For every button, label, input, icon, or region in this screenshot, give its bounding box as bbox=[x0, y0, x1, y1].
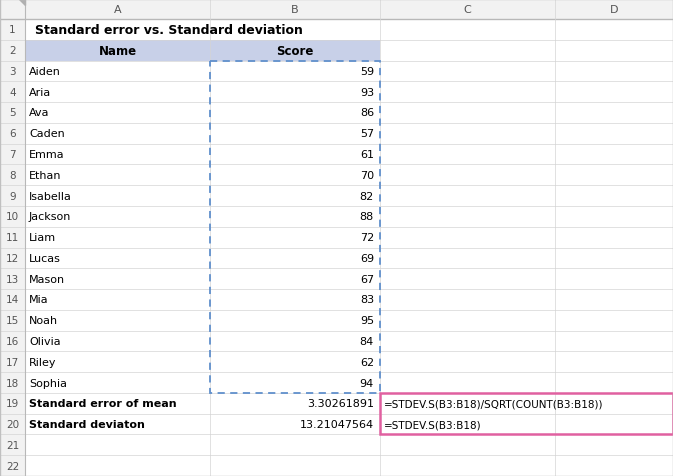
Text: 16: 16 bbox=[6, 336, 19, 346]
Text: 59: 59 bbox=[360, 67, 374, 77]
Text: D: D bbox=[610, 5, 618, 15]
Text: Standard deviaton: Standard deviaton bbox=[29, 419, 145, 429]
Bar bbox=[0, 289, 25, 310]
Text: 12: 12 bbox=[6, 253, 19, 263]
Bar bbox=[25, 0, 210, 20]
Text: 88: 88 bbox=[360, 212, 374, 222]
Bar bbox=[210, 61, 380, 393]
Text: 95: 95 bbox=[360, 316, 374, 326]
Text: 94: 94 bbox=[360, 378, 374, 388]
Text: 83: 83 bbox=[360, 295, 374, 305]
Bar bbox=[0, 103, 25, 124]
Text: 82: 82 bbox=[360, 191, 374, 201]
Polygon shape bbox=[19, 0, 25, 6]
Text: Score: Score bbox=[277, 45, 314, 58]
Text: 13: 13 bbox=[6, 274, 19, 284]
Text: 3.30261891: 3.30261891 bbox=[307, 398, 374, 408]
Bar bbox=[0, 124, 25, 144]
Text: Emma: Emma bbox=[29, 150, 65, 159]
Bar bbox=[0, 82, 25, 103]
Text: Aiden: Aiden bbox=[29, 67, 61, 77]
Bar bbox=[0, 0, 25, 20]
Text: Caden: Caden bbox=[29, 129, 65, 139]
Text: Standard error vs. Standard deviation: Standard error vs. Standard deviation bbox=[35, 24, 303, 37]
Bar bbox=[0, 40, 25, 61]
Bar bbox=[555, 0, 673, 20]
Bar bbox=[0, 61, 25, 82]
Bar bbox=[0, 186, 25, 207]
Bar bbox=[0, 269, 25, 289]
Text: Olivia: Olivia bbox=[29, 336, 61, 346]
Text: 1: 1 bbox=[9, 25, 15, 35]
Text: Sophia: Sophia bbox=[29, 378, 67, 388]
Text: 7: 7 bbox=[9, 150, 15, 159]
Text: Ava: Ava bbox=[29, 108, 50, 118]
Text: 57: 57 bbox=[360, 129, 374, 139]
Text: 61: 61 bbox=[360, 150, 374, 159]
Text: 72: 72 bbox=[360, 233, 374, 243]
Text: =STDEV.S(B3:B18): =STDEV.S(B3:B18) bbox=[384, 419, 482, 429]
Text: A: A bbox=[114, 5, 121, 15]
Text: Lucas: Lucas bbox=[29, 253, 61, 263]
Text: 20: 20 bbox=[6, 419, 19, 429]
Text: B: B bbox=[291, 5, 299, 15]
Text: 15: 15 bbox=[6, 316, 19, 326]
Bar bbox=[25, 40, 210, 61]
Text: Standard error of mean: Standard error of mean bbox=[29, 398, 176, 408]
Text: 5: 5 bbox=[9, 108, 15, 118]
Bar bbox=[0, 144, 25, 165]
Text: 13.21047564: 13.21047564 bbox=[300, 419, 374, 429]
Text: 9: 9 bbox=[9, 191, 15, 201]
Text: Name: Name bbox=[98, 45, 137, 58]
Bar bbox=[0, 455, 25, 476]
Bar bbox=[0, 165, 25, 186]
Text: 93: 93 bbox=[360, 88, 374, 98]
Text: 86: 86 bbox=[360, 108, 374, 118]
Bar bbox=[380, 393, 673, 435]
Bar bbox=[0, 414, 25, 435]
Text: Noah: Noah bbox=[29, 316, 58, 326]
Text: 11: 11 bbox=[6, 233, 19, 243]
Text: =STDEV.S(B3:B18)/SQRT(COUNT(B3:B18)): =STDEV.S(B3:B18)/SQRT(COUNT(B3:B18)) bbox=[384, 398, 604, 408]
Text: 2: 2 bbox=[9, 46, 15, 56]
Bar bbox=[210, 40, 380, 61]
Text: Jackson: Jackson bbox=[29, 212, 71, 222]
Bar bbox=[0, 207, 25, 227]
Text: 19: 19 bbox=[6, 398, 19, 408]
Text: 17: 17 bbox=[6, 357, 19, 367]
Bar bbox=[0, 20, 25, 40]
Text: Mason: Mason bbox=[29, 274, 65, 284]
Text: Liam: Liam bbox=[29, 233, 56, 243]
Text: C: C bbox=[464, 5, 471, 15]
Text: 18: 18 bbox=[6, 378, 19, 388]
Text: Riley: Riley bbox=[29, 357, 57, 367]
Bar bbox=[0, 393, 25, 414]
Text: 8: 8 bbox=[9, 170, 15, 180]
Text: 4: 4 bbox=[9, 88, 15, 98]
Bar bbox=[0, 435, 25, 455]
Text: 69: 69 bbox=[360, 253, 374, 263]
Text: 3: 3 bbox=[9, 67, 15, 77]
Bar bbox=[0, 310, 25, 331]
Bar bbox=[0, 372, 25, 393]
Text: 10: 10 bbox=[6, 212, 19, 222]
Bar bbox=[0, 331, 25, 352]
Text: Aria: Aria bbox=[29, 88, 51, 98]
Text: Ethan: Ethan bbox=[29, 170, 61, 180]
Text: Isabella: Isabella bbox=[29, 191, 72, 201]
Bar bbox=[0, 352, 25, 372]
Text: 14: 14 bbox=[6, 295, 19, 305]
Bar bbox=[0, 227, 25, 248]
Text: 62: 62 bbox=[360, 357, 374, 367]
Text: 6: 6 bbox=[9, 129, 15, 139]
Bar bbox=[0, 248, 25, 269]
Text: 22: 22 bbox=[6, 461, 19, 471]
Text: 67: 67 bbox=[360, 274, 374, 284]
Bar bbox=[380, 0, 555, 20]
Bar bbox=[210, 0, 380, 20]
Text: 21: 21 bbox=[6, 440, 19, 450]
Text: 84: 84 bbox=[360, 336, 374, 346]
Text: 70: 70 bbox=[360, 170, 374, 180]
Text: Mia: Mia bbox=[29, 295, 48, 305]
